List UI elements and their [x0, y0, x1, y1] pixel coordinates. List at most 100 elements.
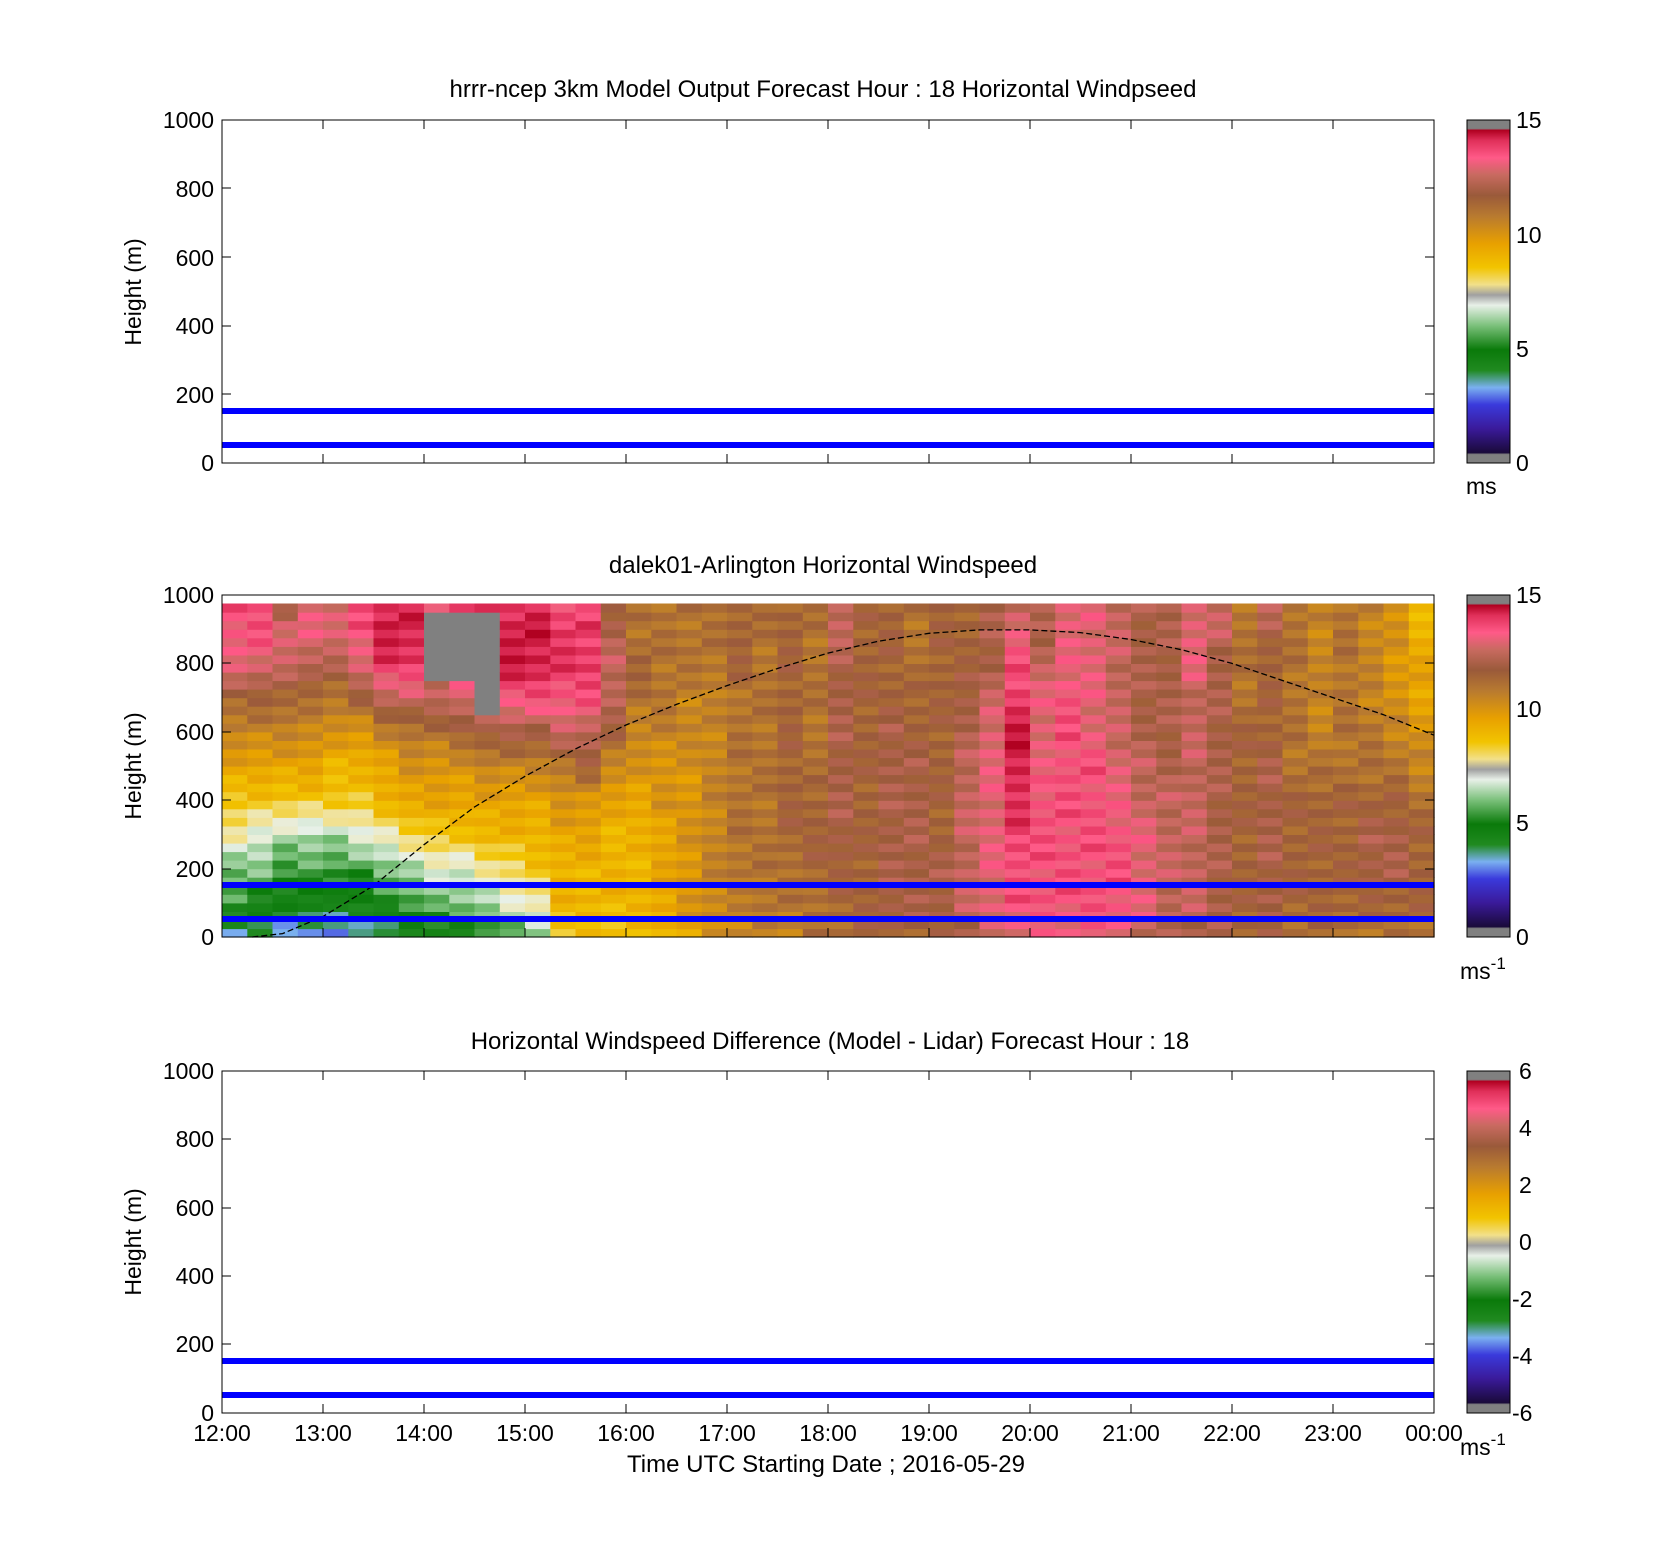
heatmap-cell	[449, 800, 476, 810]
heatmap-cell	[373, 877, 400, 887]
heatmap-cell	[1080, 629, 1107, 639]
heatmap-cell	[1408, 902, 1435, 912]
heatmap-cell	[727, 620, 753, 630]
heatmap-cell	[878, 689, 905, 699]
heatmap-cell	[701, 740, 728, 750]
heatmap-cell	[701, 928, 728, 938]
heatmap-cell	[449, 783, 476, 793]
heatmap-cell	[449, 928, 476, 938]
heatmap-cell	[550, 825, 577, 835]
heatmap-cell	[954, 646, 981, 656]
heatmap-cell	[1383, 928, 1410, 938]
heatmap-cell	[449, 637, 476, 647]
heatmap-cell	[1105, 714, 1132, 724]
heatmap-cell	[954, 834, 981, 844]
heatmap-cell	[1080, 757, 1107, 767]
colorbar-unit-text: ms	[1466, 473, 1497, 499]
heatmap-cell	[1206, 637, 1233, 647]
heatmap-cell	[1105, 783, 1132, 793]
heatmap-cell	[828, 800, 854, 810]
heatmap-cell	[525, 620, 551, 630]
heatmap-cell	[297, 791, 324, 801]
heatmap-cell	[651, 894, 678, 904]
heatmap-cell	[1030, 689, 1056, 699]
heatmap-cell	[1206, 646, 1233, 656]
heatmap-cell	[474, 612, 501, 622]
heatmap-cell	[1080, 860, 1107, 870]
heatmap-cell	[323, 731, 349, 741]
heatmap-cell	[853, 629, 880, 639]
heatmap-cell	[1055, 825, 1082, 835]
heatmap-cell	[575, 697, 602, 707]
heatmap-cell	[600, 808, 627, 818]
heatmap-cell	[676, 646, 703, 656]
heatmap-cell	[1080, 911, 1107, 921]
heatmap-cell	[575, 680, 602, 690]
heatmap-cell	[626, 757, 652, 767]
heatmap-cell	[600, 646, 627, 656]
heatmap-cell	[1080, 791, 1107, 801]
heatmap-cell	[1257, 894, 1284, 904]
heatmap-cell	[777, 766, 804, 776]
heatmap-cell	[676, 637, 703, 647]
heatmap-cell	[1408, 800, 1435, 810]
heatmap-cell	[297, 817, 324, 827]
heatmap-cell	[1333, 834, 1359, 844]
heatmap-cell	[222, 808, 248, 818]
heatmap-cell	[1333, 911, 1359, 921]
heatmap-cell	[525, 663, 551, 673]
heatmap-cell	[297, 654, 324, 664]
heatmap-cell	[1408, 868, 1435, 878]
heatmap-cell	[903, 868, 930, 878]
heatmap-cell	[1131, 654, 1157, 664]
heatmap-cell	[1206, 629, 1233, 639]
heatmap-cell	[1282, 860, 1309, 870]
heatmap-cell	[550, 851, 577, 861]
heatmap-cell	[272, 817, 299, 827]
heatmap-cell	[575, 877, 602, 887]
heatmap-cell	[701, 654, 728, 664]
heatmap-cell	[1156, 646, 1183, 656]
heatmap-cell	[1004, 714, 1031, 724]
heatmap-cell	[1232, 748, 1258, 759]
heatmap-cell	[1080, 774, 1107, 784]
heatmap-cell	[878, 629, 905, 639]
heatmap-cell	[449, 834, 476, 844]
heatmap-cell	[802, 663, 829, 673]
heatmap-cell	[247, 646, 274, 656]
heatmap-cell	[348, 808, 375, 818]
heatmap-cell	[676, 663, 703, 673]
panel-difference-ylabel: Height (m)	[120, 1188, 146, 1295]
heatmap-cell	[1307, 902, 1334, 912]
heatmap-cell	[1383, 774, 1410, 784]
heatmap-cell	[272, 612, 299, 622]
panel-lidar-ylabel: Height (m)	[120, 712, 146, 819]
heatmap-cell	[424, 723, 450, 733]
heatmap-cell	[1282, 928, 1309, 938]
heatmap-cell	[1156, 902, 1183, 912]
heatmap-cell	[929, 663, 955, 673]
heatmap-cell	[525, 868, 551, 878]
heatmap-cell	[600, 860, 627, 870]
heatmap-cell	[853, 689, 880, 699]
heatmap-cell	[752, 740, 779, 750]
heatmap-cell	[752, 825, 779, 835]
heatmap-cell	[777, 672, 804, 682]
heatmap-cell	[802, 697, 829, 707]
panel-difference-colorbar: -6 -4 -2 0 2 4 6 ms-1	[1460, 1058, 1533, 1460]
heatmap-cell	[550, 654, 577, 664]
heatmap-cell	[1181, 877, 1208, 887]
heatmap-cell	[297, 928, 324, 938]
heatmap-cell	[499, 663, 526, 673]
heatmap-cell	[979, 706, 1006, 716]
heatmap-cell	[1383, 697, 1410, 707]
heatmap-cell	[1206, 783, 1233, 793]
heatmap-cell	[1181, 689, 1208, 699]
heatmap-cell	[297, 783, 324, 793]
heatmap-cell	[575, 774, 602, 784]
heatmap-cell	[323, 620, 349, 630]
heatmap-cell	[878, 680, 905, 690]
heatmap-cell	[1232, 791, 1258, 801]
heatmap-cell	[323, 928, 349, 938]
heatmap-cell	[222, 714, 248, 724]
